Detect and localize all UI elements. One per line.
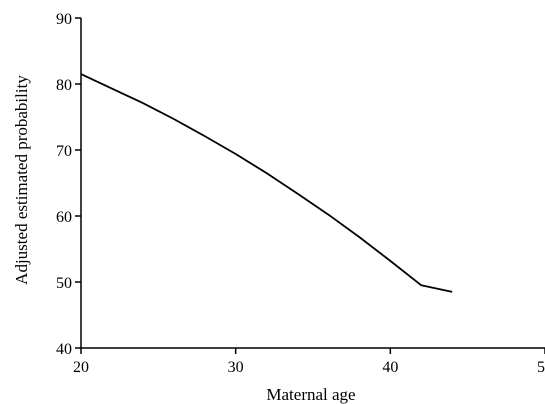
x-axis-title: Maternal age — [266, 385, 355, 404]
series-line — [80, 73, 453, 293]
y-tick-label: 60 — [56, 209, 72, 226]
x-tick-label: 50 — [537, 359, 545, 376]
y-axis-title: Adjusted estimated probability — [12, 75, 31, 285]
x-tick-label: 20 — [73, 359, 89, 376]
axes — [80, 18, 545, 349]
y-tick-label: 70 — [56, 143, 72, 160]
x-ticks: 20 30 40 50 — [73, 348, 545, 376]
y-ticks: 40 50 60 70 80 90 — [56, 11, 81, 358]
y-tick-label: 40 — [56, 341, 72, 358]
x-tick-label: 40 — [382, 359, 398, 376]
y-tick-label: 80 — [56, 77, 72, 94]
x-tick-label: 30 — [228, 359, 244, 376]
y-tick-label: 90 — [56, 11, 72, 28]
y-tick-label: 50 — [56, 275, 72, 292]
series-layer — [80, 73, 453, 293]
